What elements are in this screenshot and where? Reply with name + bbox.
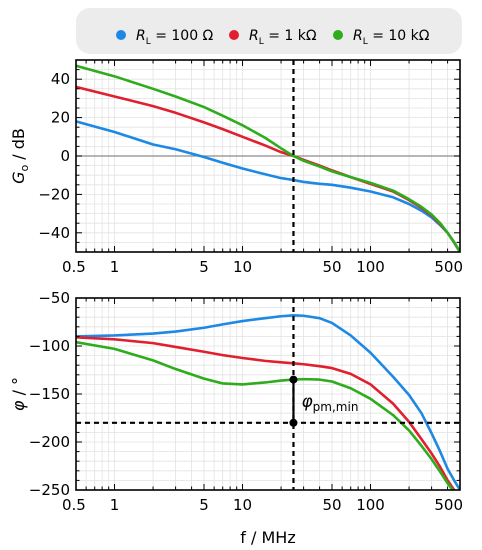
y-tick-label: −20	[38, 185, 70, 203]
legend-item-100-ohm: RL = 100 Ω	[116, 28, 213, 47]
y-axis-unit: / dB	[9, 128, 28, 165]
x-axis-label: f / MHz	[240, 528, 295, 547]
legend-marker	[229, 30, 239, 40]
x-tick-label: 1	[110, 258, 120, 276]
series-line-0	[76, 313, 460, 490]
series-group	[76, 64, 460, 252]
phase-margin-label: φpm,min	[301, 392, 358, 414]
series-group	[76, 313, 460, 490]
legend-item-1-kohm: RL = 1 kΩ	[229, 28, 317, 47]
y-tick-label: −200	[29, 433, 70, 451]
y-axis-symbol: G	[9, 172, 28, 184]
x-tick-label: 500	[434, 496, 463, 514]
y-axis-label: φ / °	[9, 377, 28, 411]
legend-symbol: R	[136, 28, 146, 44]
y-tick-label: −40	[38, 224, 70, 242]
legend-subscript: L	[362, 36, 368, 47]
phase-margin-point-top	[289, 375, 298, 384]
y-tick-label: −50	[38, 289, 70, 307]
series-line-2	[76, 340, 455, 490]
ticks	[75, 59, 461, 253]
x-tick-label: 5	[199, 496, 209, 514]
legend-symbol: R	[249, 28, 259, 44]
legend-value: = 1 kΩ	[263, 28, 317, 44]
x-tick-label: 100	[356, 496, 385, 514]
legend-subscript: L	[145, 36, 151, 47]
x-tick-label: 50	[322, 496, 341, 514]
y-tick-label: −250	[29, 481, 70, 499]
x-tick-label: 1	[110, 496, 120, 514]
phase-margin-subscript: pm,min	[313, 400, 359, 414]
y-tick-label: 20	[51, 109, 70, 127]
gain-plot: 40 20 0 −20 −40 0.5 1 5 10 50 100 500 Go / dB	[9, 59, 463, 276]
grid	[75, 297, 461, 491]
x-tick-label: 500	[434, 258, 463, 276]
x-tick-label: 10	[233, 258, 252, 276]
ticks	[75, 297, 461, 491]
y-axis-unit: / °	[9, 377, 28, 401]
phase-margin-symbol: φ	[301, 392, 313, 412]
y-axis-symbol: φ	[9, 400, 28, 411]
y-tick-label: −100	[29, 337, 70, 355]
legend: RL = 100 Ω RL = 1 kΩ RL = 10 kΩ	[76, 8, 462, 54]
series-line-1	[76, 336, 456, 490]
series-line-2	[76, 64, 460, 252]
legend-marker	[116, 30, 126, 40]
y-tick-label: −150	[29, 385, 70, 403]
legend-marker	[333, 30, 343, 40]
legend-item-10-kohm: RL = 10 kΩ	[333, 28, 429, 47]
y-tick-label: 40	[51, 70, 70, 88]
x-tick-label: 100	[356, 258, 385, 276]
series-line-1	[76, 85, 460, 252]
legend-subscript: L	[258, 36, 264, 47]
x-tick-label: 10	[233, 496, 252, 514]
x-tick-label: 0.5	[62, 258, 86, 276]
phase-margin-point-bottom	[289, 418, 298, 427]
x-tick-label: 0.5	[62, 496, 86, 514]
legend-value: = 10 kΩ	[367, 28, 430, 44]
legend-symbol: R	[353, 28, 363, 44]
x-tick-label: 50	[322, 258, 341, 276]
y-axis-subscript: o	[18, 165, 31, 172]
y-axis-label: Go / dB	[9, 128, 31, 184]
x-tick-label: 5	[199, 258, 209, 276]
y-tick-label: 0	[60, 147, 70, 165]
legend-value: = 100 Ω	[150, 28, 214, 44]
